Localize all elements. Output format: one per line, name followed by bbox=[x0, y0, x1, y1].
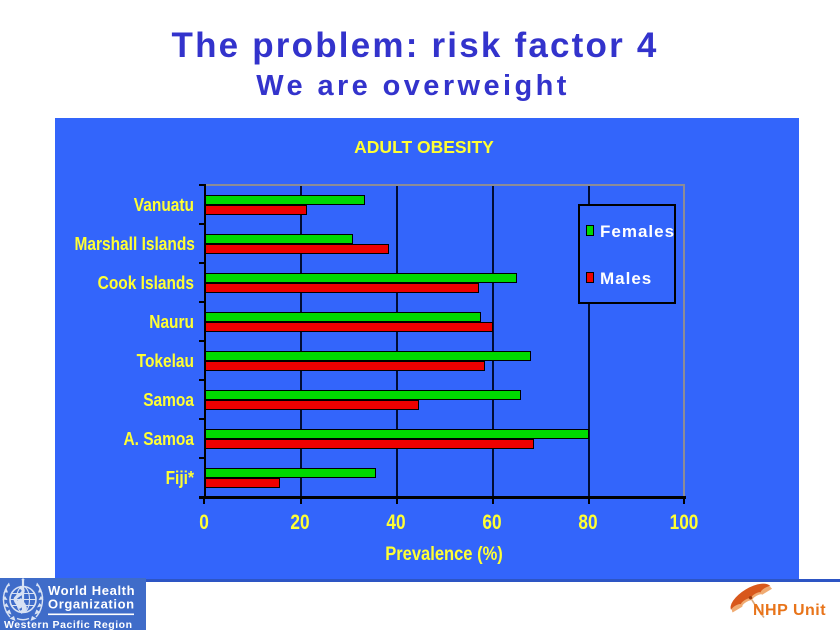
svg-text:Organization: Organization bbox=[48, 597, 135, 612]
svg-text:World Health: World Health bbox=[48, 583, 135, 598]
svg-text:Western Pacific Region: Western Pacific Region bbox=[4, 619, 133, 630]
